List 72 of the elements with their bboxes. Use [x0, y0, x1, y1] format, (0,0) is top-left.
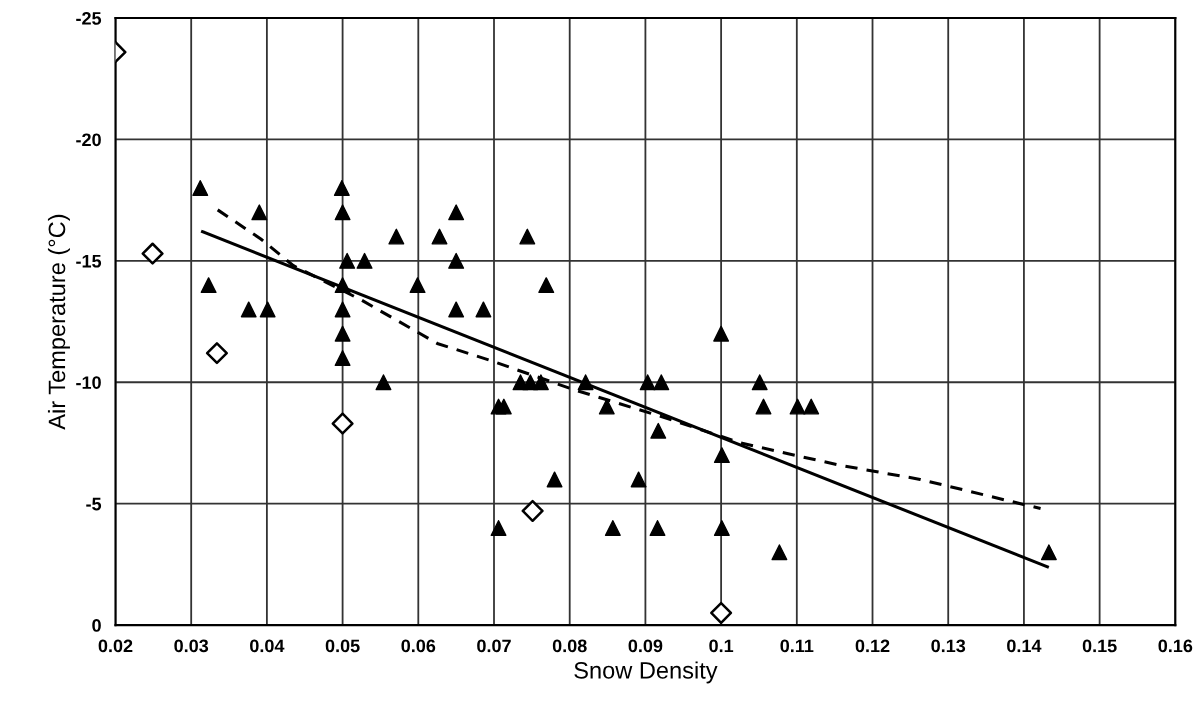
- point: [331, 412, 354, 435]
- point: [650, 422, 667, 439]
- point: [334, 325, 351, 342]
- y-tick-label: -20: [76, 133, 101, 147]
- x-tick-label: 0.05: [325, 639, 360, 653]
- point: [577, 374, 594, 391]
- x-tick-label: 0.03: [174, 639, 209, 653]
- point: [713, 447, 730, 464]
- point: [771, 544, 788, 561]
- point: [192, 180, 209, 196]
- y-tick-label: -15: [76, 254, 102, 268]
- point: [251, 204, 268, 221]
- point: [713, 325, 730, 342]
- point: [546, 471, 563, 488]
- point: [333, 180, 350, 196]
- y-tick-label: -25: [76, 11, 102, 25]
- point: [200, 277, 217, 294]
- x-axis-title: Snow Density: [574, 661, 718, 684]
- point: [751, 374, 768, 391]
- y-axis-title: Air Temperature (°C): [47, 214, 70, 430]
- y-tick-label: -5: [86, 497, 102, 511]
- x-tick-label: 0.12: [855, 639, 890, 653]
- point: [639, 374, 656, 391]
- point: [649, 519, 666, 536]
- point: [334, 350, 351, 366]
- y-tick-label: -10: [76, 376, 101, 389]
- x-tick-label: 0.11: [780, 639, 814, 653]
- point: [431, 228, 448, 245]
- point: [141, 242, 164, 265]
- x-tick-label: 0.14: [1007, 639, 1042, 653]
- point: [789, 398, 806, 415]
- point: [630, 471, 647, 488]
- x-tick-label: 0.13: [931, 639, 966, 653]
- point: [538, 277, 555, 294]
- point: [519, 228, 536, 245]
- point: [205, 342, 228, 365]
- point: [356, 252, 373, 269]
- point: [259, 301, 276, 318]
- point: [448, 204, 465, 221]
- point: [334, 204, 351, 221]
- x-tick-label: 0.09: [628, 639, 663, 653]
- y-tick-label: 0: [92, 619, 101, 632]
- point: [532, 374, 549, 391]
- point: [475, 301, 492, 318]
- point: [448, 301, 465, 318]
- point: [1040, 544, 1057, 561]
- point: [755, 398, 772, 415]
- point: [388, 228, 405, 245]
- point: [240, 301, 257, 318]
- point: [495, 398, 512, 415]
- point: [653, 374, 670, 391]
- point: [339, 252, 356, 269]
- x-tick-label: 0.07: [477, 639, 511, 653]
- point: [713, 519, 730, 536]
- x-tick-label: 0.04: [250, 639, 285, 653]
- x-tick-label: 0.16: [1158, 639, 1193, 653]
- x-tick-label: 0.1: [709, 639, 734, 653]
- point: [490, 519, 507, 536]
- point: [334, 301, 351, 318]
- point: [375, 374, 392, 391]
- x-tick-label: 0.15: [1082, 639, 1117, 653]
- point: [710, 601, 733, 625]
- point: [409, 277, 426, 294]
- x-tick-label: 0.06: [401, 639, 436, 653]
- point: [334, 277, 351, 294]
- point: [598, 398, 615, 415]
- point: [803, 398, 820, 415]
- x-tick-label: 0.02: [98, 639, 133, 653]
- x-tick-label: 0.08: [552, 639, 587, 653]
- point: [521, 499, 544, 523]
- point: [604, 519, 621, 536]
- point: [448, 252, 465, 269]
